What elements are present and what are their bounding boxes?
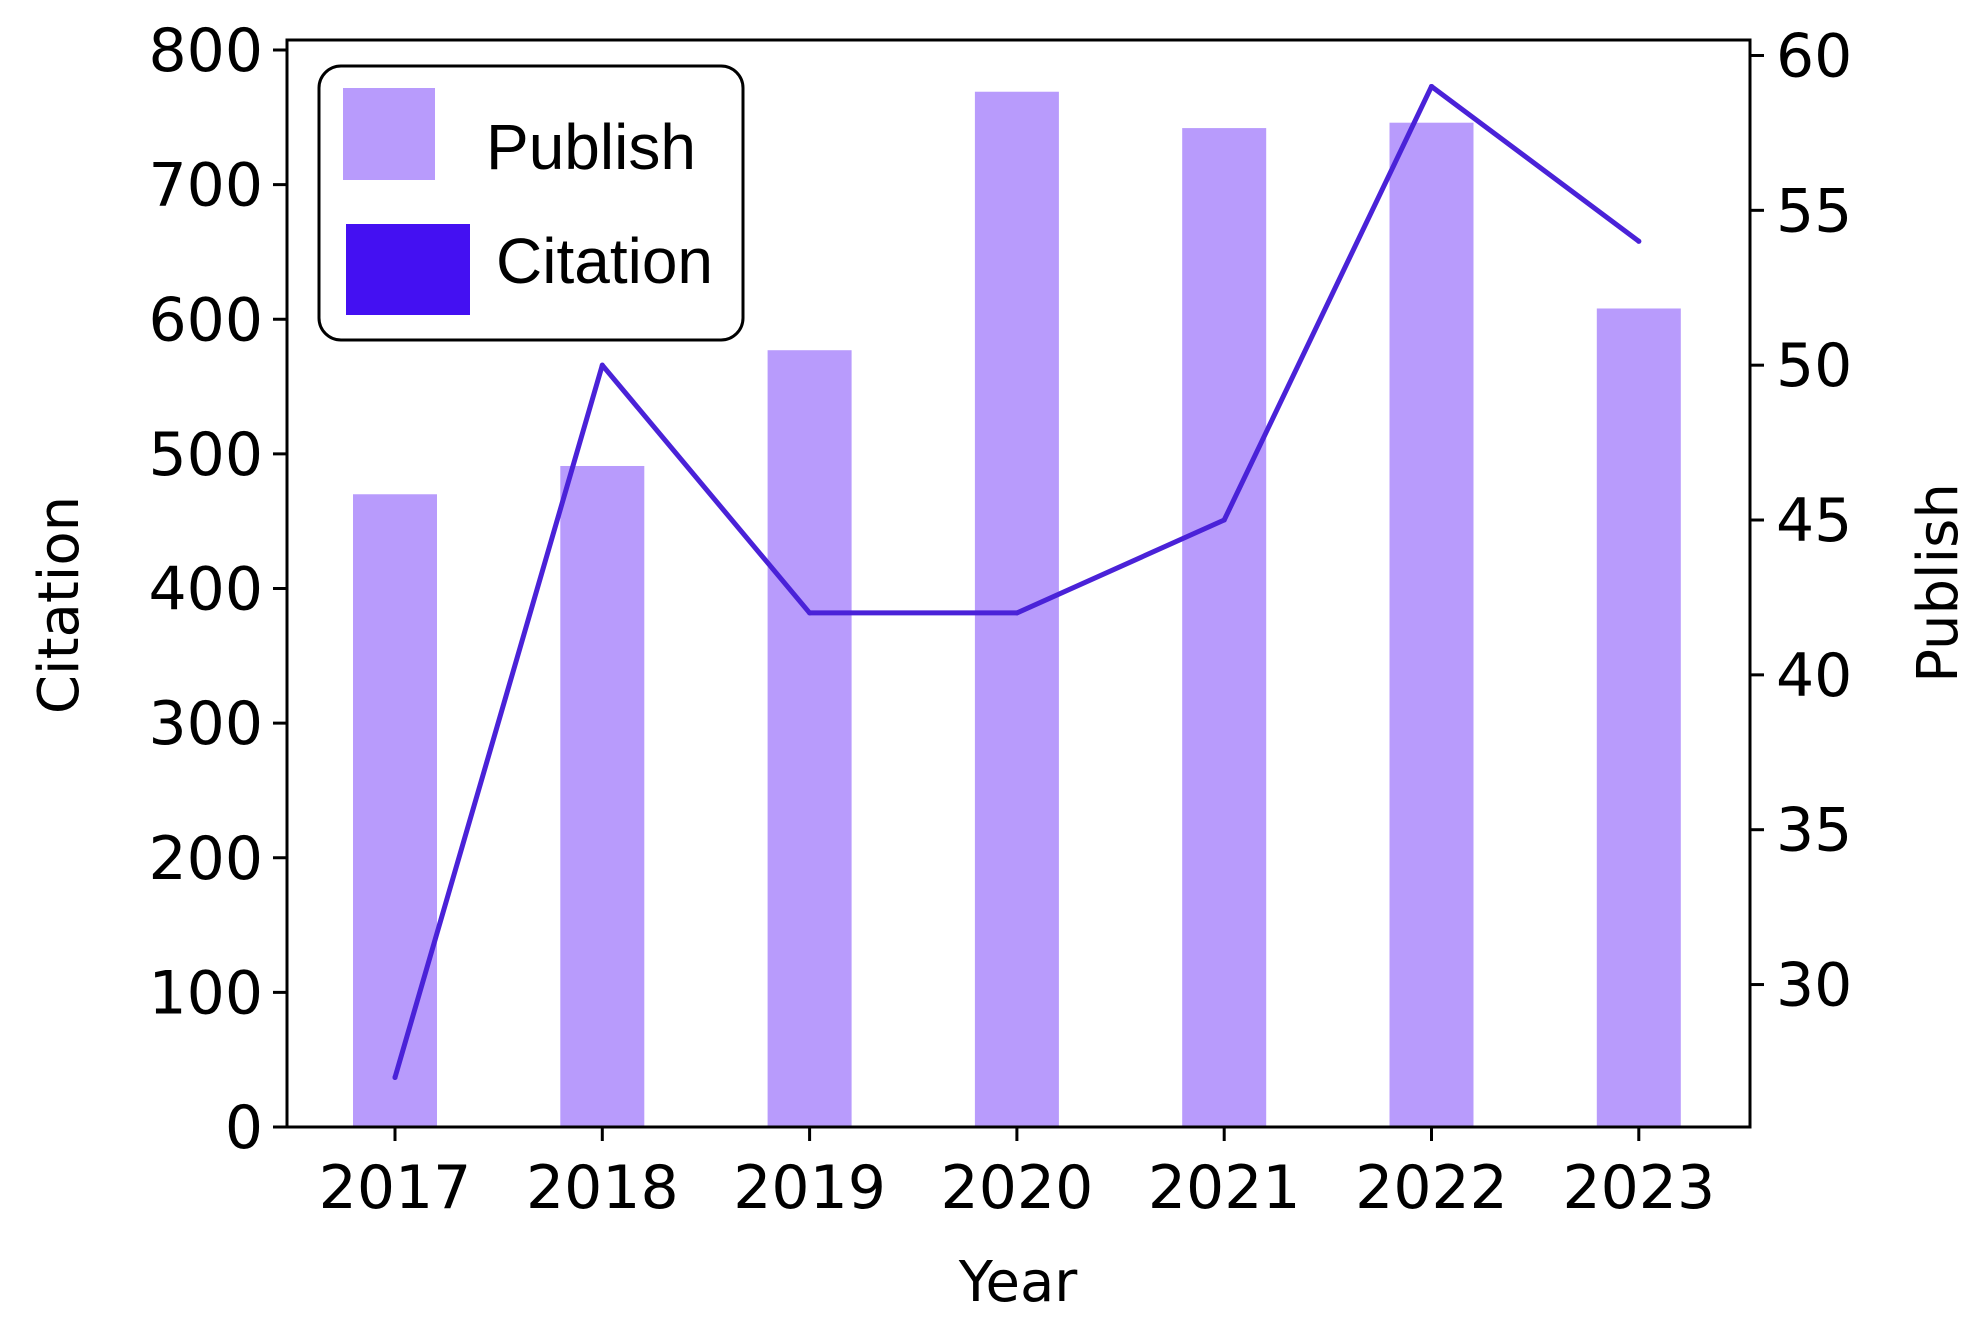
bar-2020 <box>974 91 1059 1127</box>
x-tick-label-2021: 2021 <box>1148 1153 1301 1223</box>
right-axis-title: Publish <box>1906 483 1971 683</box>
bar-2021 <box>1182 128 1267 1127</box>
right-tick-label-30: 30 <box>1776 951 1852 1021</box>
x-tick-label-2023: 2023 <box>1562 1153 1715 1223</box>
right-tick-label-35: 35 <box>1776 796 1852 866</box>
citation-point-2023 <box>1636 238 1642 244</box>
left-tick-label-700: 700 <box>148 151 263 221</box>
x-axis: 2017 2018 2019 2020 2021 2022 2023 <box>319 1127 1715 1223</box>
bar-2017 <box>353 494 437 1127</box>
left-tick-label-100: 100 <box>148 958 263 1028</box>
left-tick-label-200: 200 <box>148 824 263 894</box>
legend-label-citation: Citation <box>496 225 713 297</box>
citation-point-2022 <box>1429 83 1434 89</box>
x-tick-label-2020: 2020 <box>941 1153 1094 1223</box>
left-axis-title: Citation <box>27 496 92 714</box>
x-tick-label-2017: 2017 <box>319 1153 472 1223</box>
left-tick-label-500: 500 <box>148 420 263 490</box>
right-tick-label-60: 60 <box>1776 21 1852 91</box>
left-axis: 0 100 200 300 400 500 600 700 800 <box>148 16 287 1163</box>
x-tick-label-2019: 2019 <box>733 1153 886 1223</box>
bar-2023 <box>1596 308 1681 1128</box>
legend: Publish Citation <box>317 64 745 342</box>
x-axis-title: Year <box>958 1250 1079 1315</box>
bar-2022 <box>1389 122 1474 1127</box>
x-tick-label-2022: 2022 <box>1355 1153 1508 1223</box>
legend-swatch-citation <box>346 224 470 315</box>
right-tick-label-55: 55 <box>1776 176 1852 246</box>
citation-point-2017 <box>392 1074 398 1080</box>
citation-point-2019 <box>807 610 813 616</box>
right-tick-label-50: 50 <box>1776 331 1852 401</box>
legend-label-publish: Publish <box>486 111 696 183</box>
x-tick-label-2018: 2018 <box>526 1153 679 1223</box>
citation-point-2020 <box>1014 610 1020 616</box>
legend-swatch-publish <box>343 88 435 180</box>
plot-frame <box>285 38 1752 1129</box>
right-tick-label-40: 40 <box>1776 641 1852 711</box>
citation-point-2018 <box>599 362 605 368</box>
bars-layer <box>353 91 1681 1128</box>
left-tick-label-600: 600 <box>148 285 263 355</box>
bar-2018 <box>560 465 645 1128</box>
citation-point-2021 <box>1221 517 1227 523</box>
line-layer <box>392 83 1642 1080</box>
left-tick-label-800: 800 <box>148 16 263 86</box>
left-tick-label-400: 400 <box>148 555 263 625</box>
left-tick-label-0: 0 <box>225 1093 263 1163</box>
bar-2019 <box>767 350 852 1127</box>
right-axis: 30 35 40 45 50 55 60 <box>1750 21 1852 1021</box>
left-tick-label-300: 300 <box>148 689 263 759</box>
right-tick-label-45: 45 <box>1776 486 1852 556</box>
